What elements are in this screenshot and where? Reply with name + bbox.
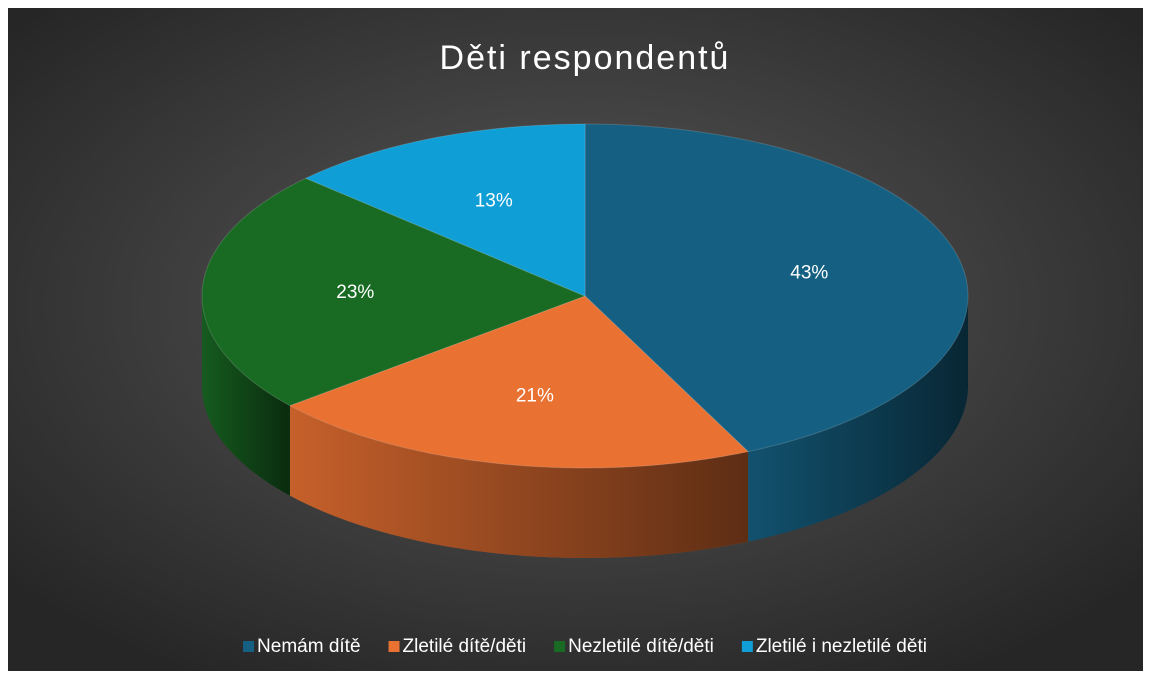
data-label: 23% — [336, 282, 374, 303]
legend-swatch — [741, 641, 753, 652]
data-label: 43% — [790, 263, 828, 284]
data-label: 13% — [475, 190, 513, 211]
pie-slice — [288, 295, 750, 469]
chart-title: Děti respondentů — [440, 39, 731, 77]
pie-side-shade — [202, 296, 290, 496]
pie-slice — [584, 123, 969, 453]
data-label: 21% — [516, 386, 554, 407]
legend-label: Zletilé i nezletilé děti — [756, 636, 927, 657]
legend-swatch — [243, 641, 255, 652]
pie-slice — [201, 177, 587, 407]
legend-label: Nemám dítě — [257, 636, 360, 657]
legend-swatch — [388, 641, 400, 652]
pie-slice — [304, 123, 586, 297]
legend-label: Zletilé dítě/děti — [403, 636, 527, 657]
pie-side-shade — [289, 405, 749, 558]
pie-side-shade — [748, 296, 968, 542]
legend-swatch — [554, 641, 566, 652]
legend-label: Nezletilé dítě/děti — [568, 636, 714, 657]
